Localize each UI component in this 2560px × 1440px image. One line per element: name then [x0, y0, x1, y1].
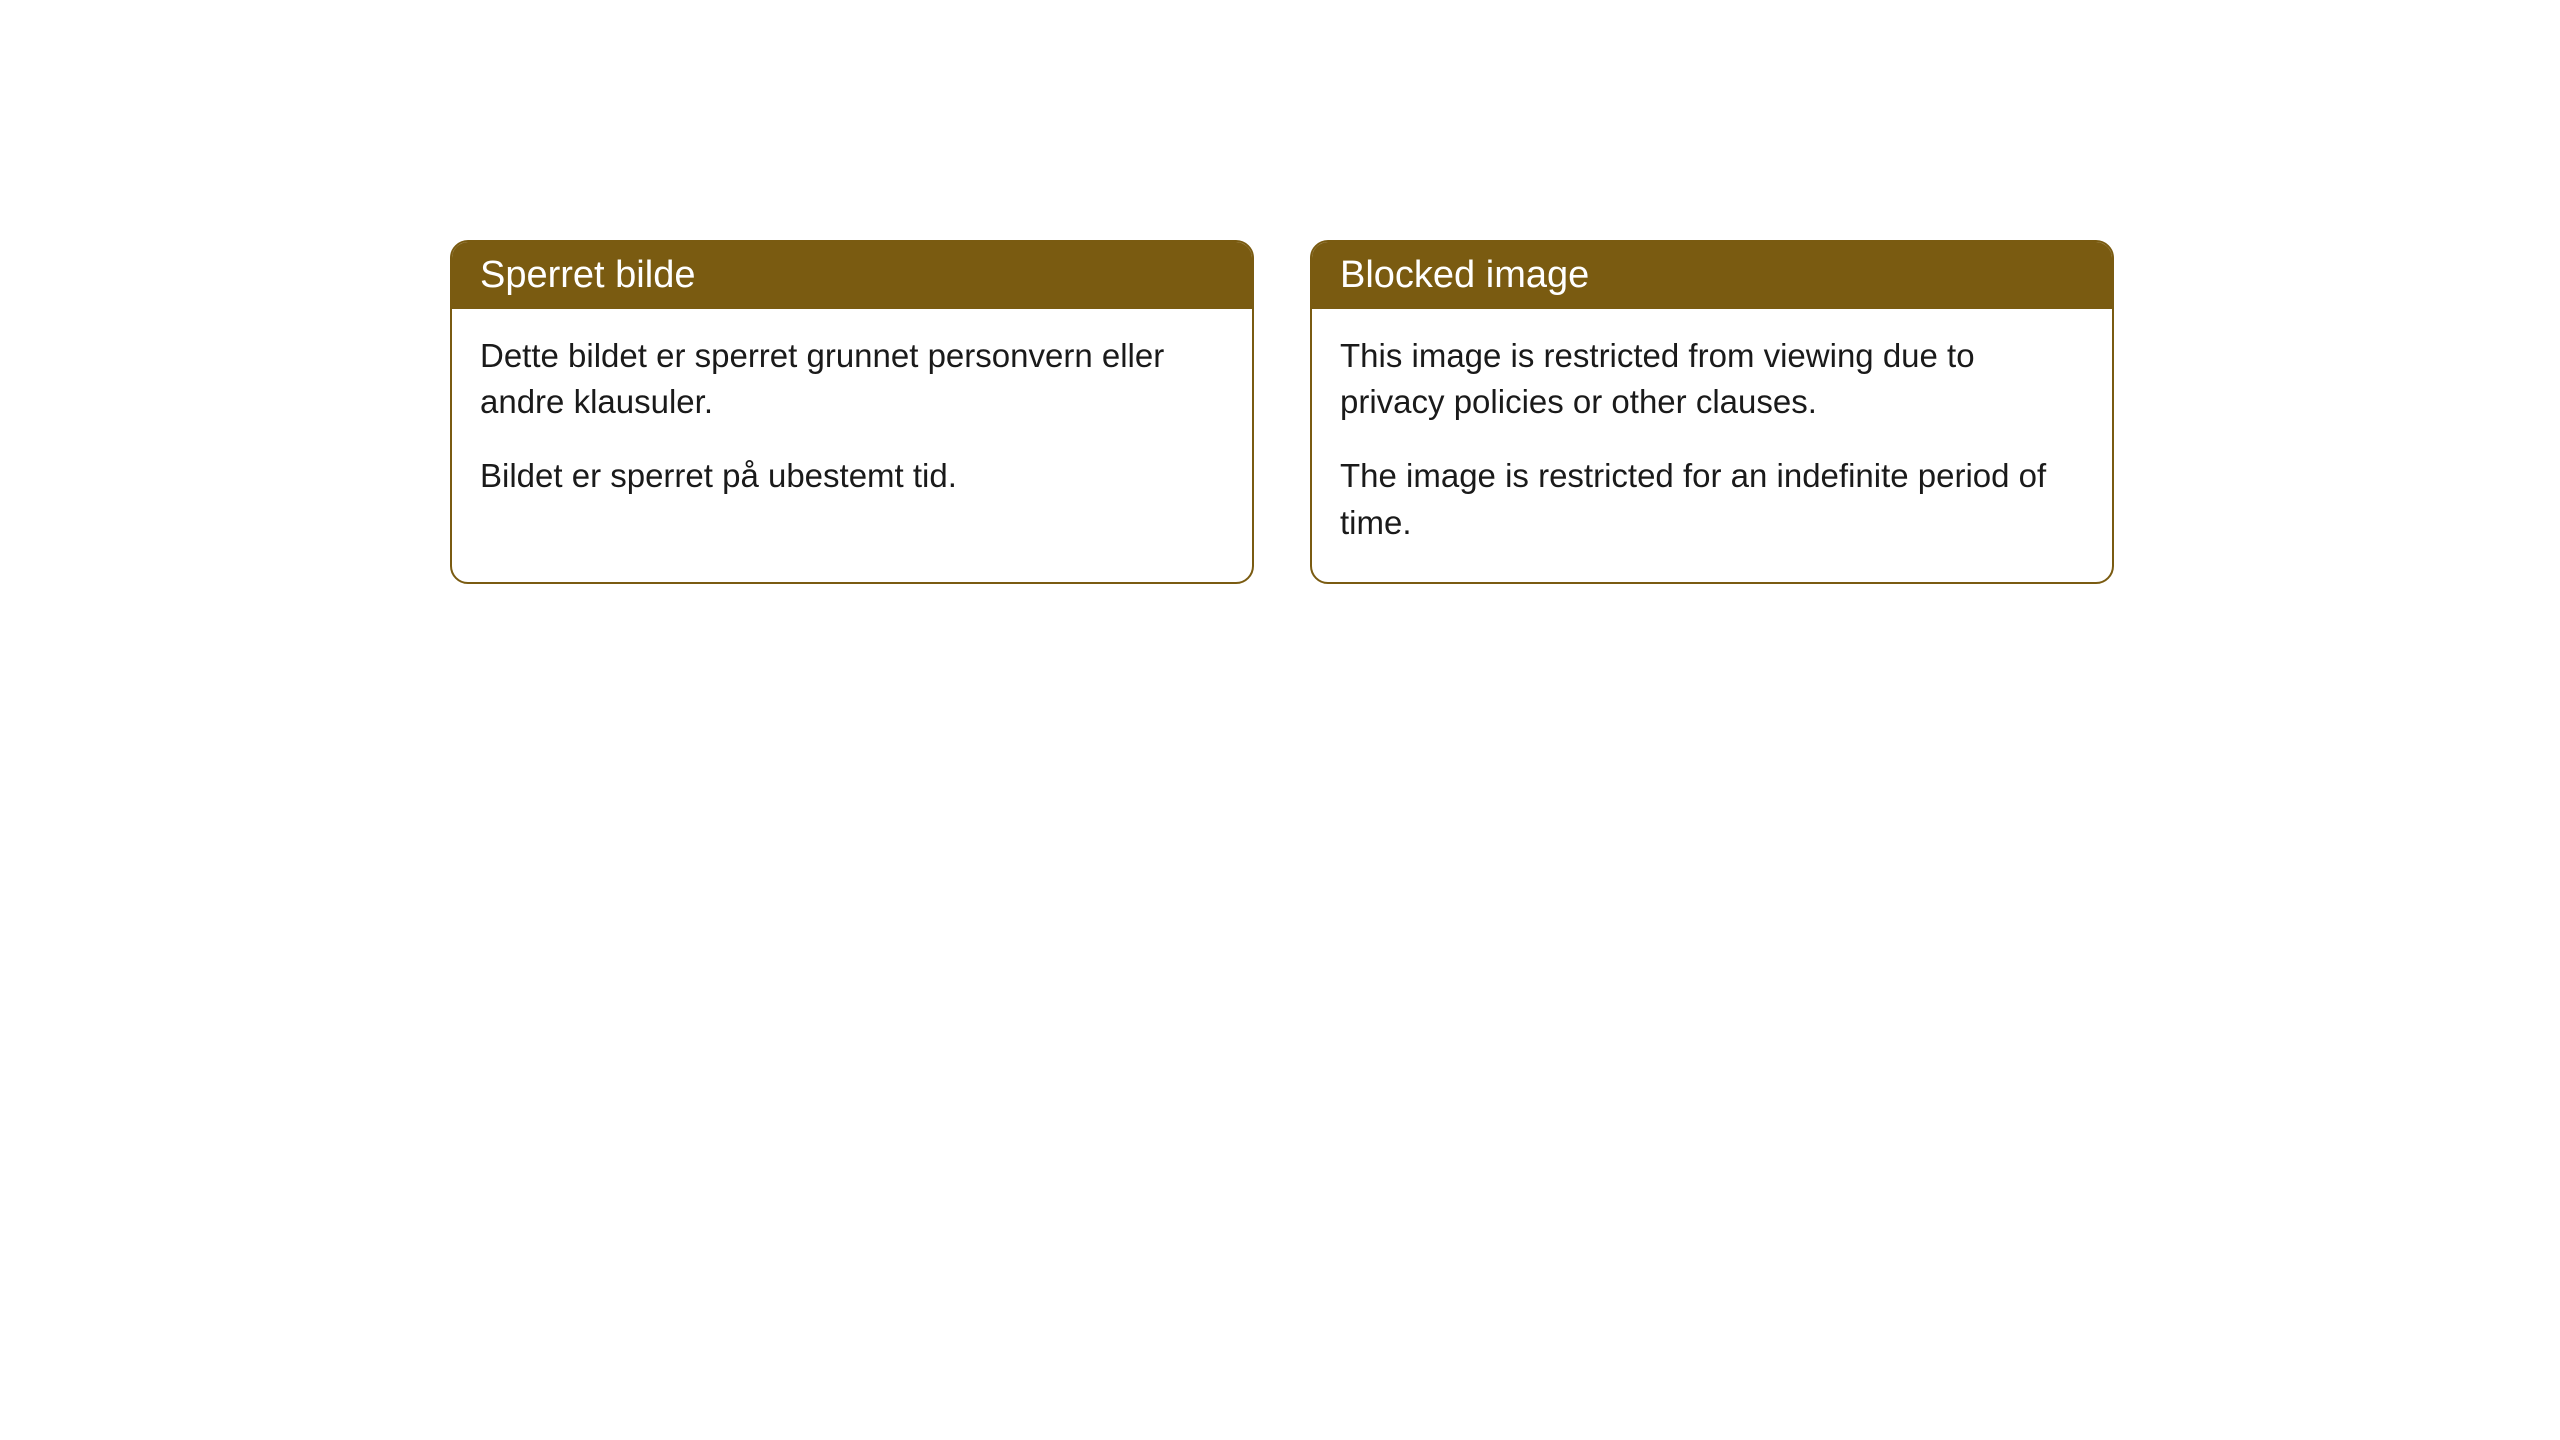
notice-container: Sperret bilde Dette bildet er sperret gr…: [0, 0, 2560, 584]
notice-body-english: This image is restricted from viewing du…: [1312, 309, 2112, 582]
notice-text-line1: This image is restricted from viewing du…: [1340, 333, 2084, 425]
notice-text-line2: The image is restricted for an indefinit…: [1340, 453, 2084, 545]
notice-header-english: Blocked image: [1312, 242, 2112, 309]
notice-text-line1: Dette bildet er sperret grunnet personve…: [480, 333, 1224, 425]
notice-card-english: Blocked image This image is restricted f…: [1310, 240, 2114, 584]
notice-text-line2: Bildet er sperret på ubestemt tid.: [480, 453, 1224, 499]
notice-header-norwegian: Sperret bilde: [452, 242, 1252, 309]
notice-body-norwegian: Dette bildet er sperret grunnet personve…: [452, 309, 1252, 536]
notice-card-norwegian: Sperret bilde Dette bildet er sperret gr…: [450, 240, 1254, 584]
